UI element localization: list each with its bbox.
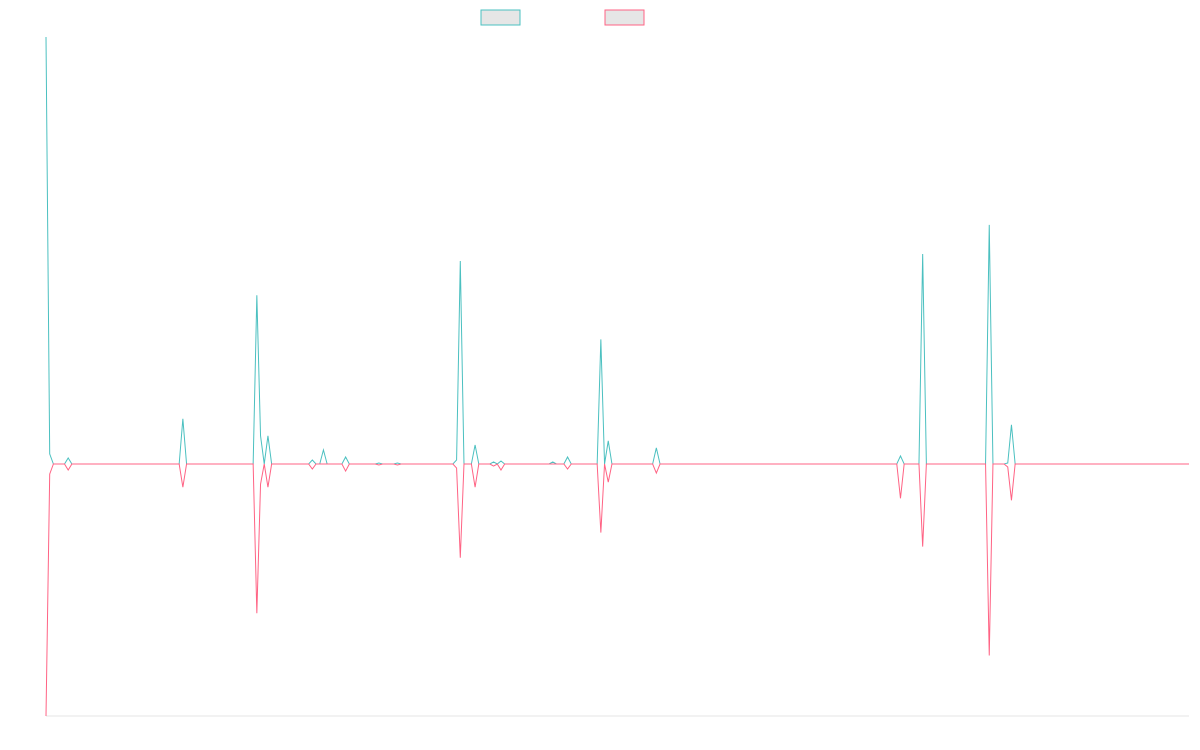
series-line-1: [45, 36, 1189, 465]
legend: [480, 9, 645, 26]
series-layer: [45, 36, 1189, 717]
legend-swatch-2[interactable]: [604, 9, 645, 26]
legend-swatch-1[interactable]: [480, 9, 521, 26]
series-line-2: [45, 463, 1189, 717]
